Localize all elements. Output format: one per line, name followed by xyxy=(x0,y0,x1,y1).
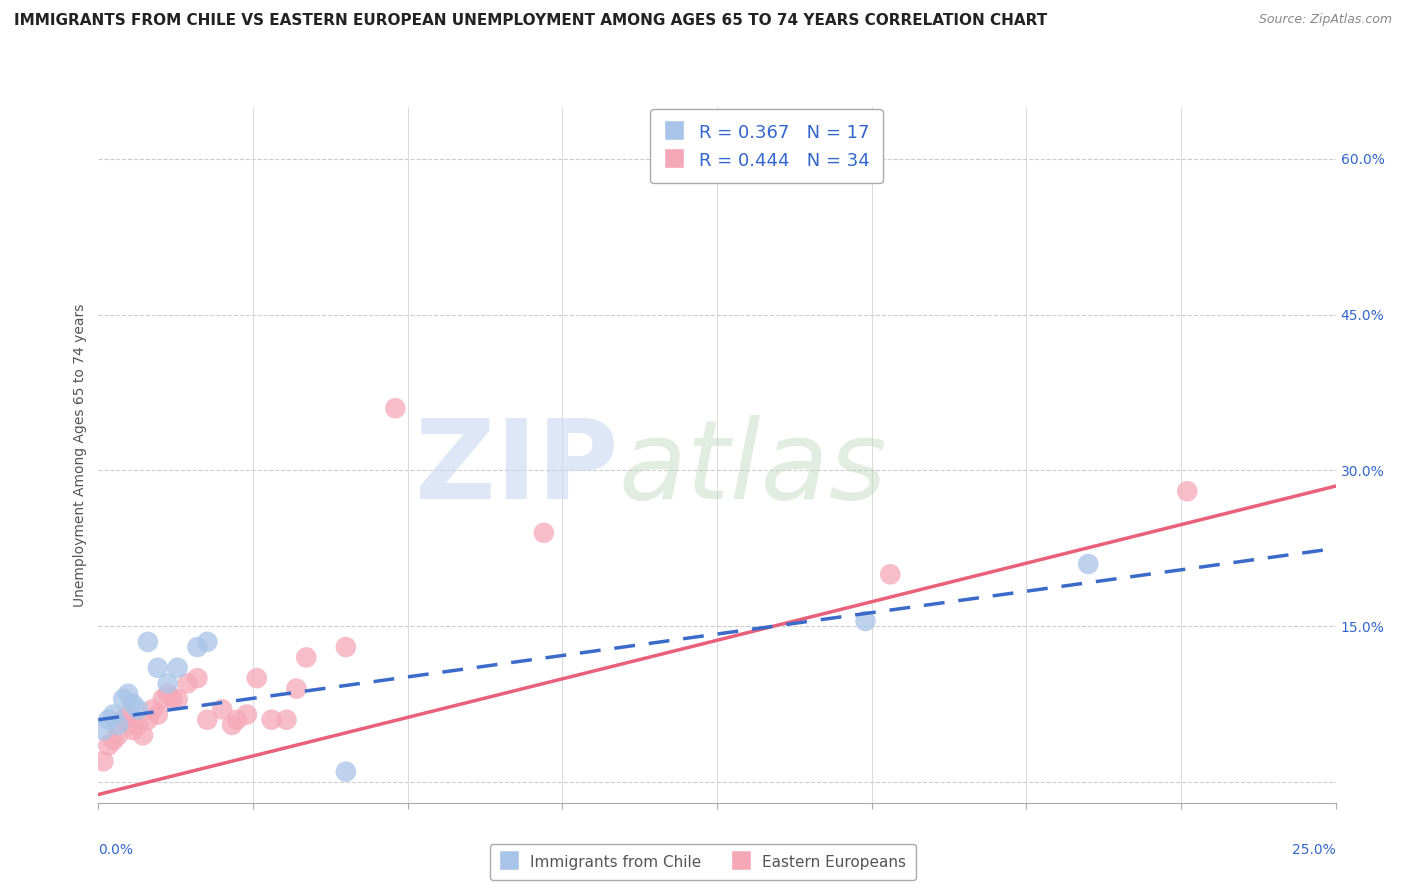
Point xyxy=(156,687,179,701)
Point xyxy=(285,681,308,696)
Point xyxy=(1077,557,1099,571)
Point xyxy=(127,718,149,732)
Text: Source: ZipAtlas.com: Source: ZipAtlas.com xyxy=(1258,13,1392,27)
Point xyxy=(107,718,129,732)
Point xyxy=(132,728,155,742)
Point xyxy=(211,702,233,716)
Point xyxy=(162,692,184,706)
Point xyxy=(226,713,249,727)
Point xyxy=(103,707,125,722)
Point xyxy=(117,718,139,732)
Point xyxy=(246,671,269,685)
Point xyxy=(855,614,877,628)
Y-axis label: Unemployment Among Ages 65 to 74 years: Unemployment Among Ages 65 to 74 years xyxy=(73,303,87,607)
Point xyxy=(136,635,159,649)
Point xyxy=(142,702,165,716)
Point xyxy=(122,697,145,711)
Point xyxy=(221,718,243,732)
Text: atlas: atlas xyxy=(619,416,887,523)
Text: IMMIGRANTS FROM CHILE VS EASTERN EUROPEAN UNEMPLOYMENT AMONG AGES 65 TO 74 YEARS: IMMIGRANTS FROM CHILE VS EASTERN EUROPEA… xyxy=(14,13,1047,29)
Point xyxy=(97,713,120,727)
Point xyxy=(195,713,218,727)
Point xyxy=(97,739,120,753)
Text: ZIP: ZIP xyxy=(415,416,619,523)
Point xyxy=(122,723,145,738)
Point xyxy=(384,401,406,416)
Point xyxy=(112,713,135,727)
Point xyxy=(195,635,218,649)
Point xyxy=(236,707,259,722)
Point xyxy=(146,661,169,675)
Point xyxy=(136,713,159,727)
Point xyxy=(260,713,283,727)
Point xyxy=(533,525,555,540)
Point xyxy=(107,728,129,742)
Point xyxy=(186,640,208,654)
Legend: Immigrants from Chile, Eastern Europeans: Immigrants from Chile, Eastern Europeans xyxy=(491,844,915,880)
Point xyxy=(146,707,169,722)
Point xyxy=(156,676,179,690)
Point xyxy=(176,676,198,690)
Legend: R = 0.367   N = 17, R = 0.444   N = 34: R = 0.367 N = 17, R = 0.444 N = 34 xyxy=(651,109,883,184)
Point xyxy=(127,702,149,716)
Point xyxy=(276,713,298,727)
Point xyxy=(186,671,208,685)
Text: 0.0%: 0.0% xyxy=(98,843,134,857)
Point xyxy=(166,661,188,675)
Point xyxy=(117,687,139,701)
Point xyxy=(879,567,901,582)
Point xyxy=(295,650,318,665)
Point xyxy=(93,723,115,738)
Point xyxy=(335,640,357,654)
Point xyxy=(103,733,125,747)
Point xyxy=(117,707,139,722)
Point xyxy=(93,754,115,768)
Point xyxy=(112,692,135,706)
Point xyxy=(1175,484,1198,499)
Point xyxy=(152,692,174,706)
Text: 25.0%: 25.0% xyxy=(1292,843,1336,857)
Point xyxy=(166,692,188,706)
Point xyxy=(335,764,357,779)
